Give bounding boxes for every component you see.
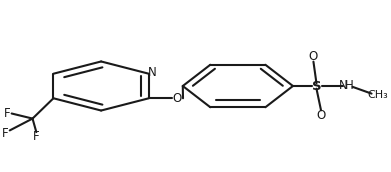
Text: CH₃: CH₃ [368, 90, 388, 100]
Text: F: F [33, 130, 39, 143]
Text: N: N [339, 79, 348, 92]
Text: O: O [173, 92, 182, 105]
Text: S: S [312, 79, 321, 93]
Text: F: F [2, 127, 8, 140]
Text: O: O [309, 50, 318, 63]
Text: F: F [4, 107, 10, 120]
Text: H: H [344, 79, 353, 92]
Text: O: O [316, 109, 326, 122]
Text: N: N [147, 66, 156, 79]
